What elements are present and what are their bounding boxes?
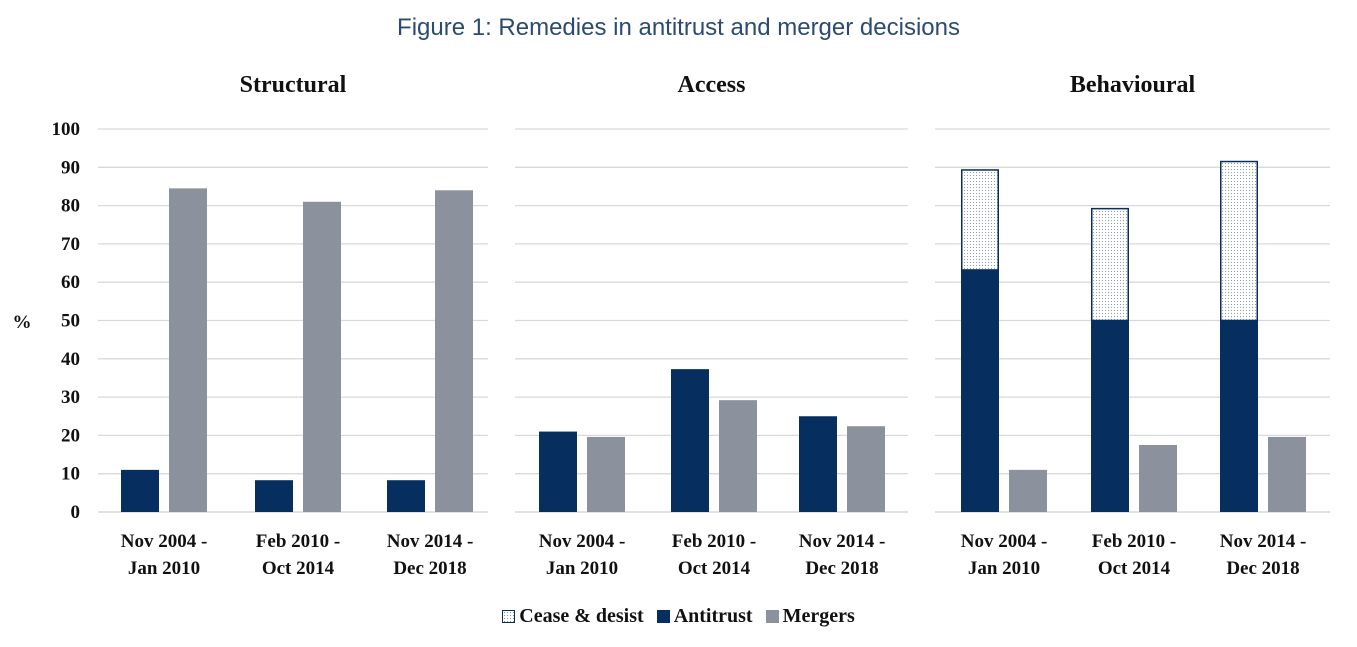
bar-antitrust bbox=[1091, 320, 1129, 512]
bar-mergers bbox=[435, 190, 473, 512]
panel-title: Behavioural bbox=[1070, 72, 1196, 98]
bar-antitrust bbox=[961, 269, 999, 512]
y-tick-label: 0 bbox=[71, 502, 81, 523]
legend-swatch-mergers bbox=[765, 610, 779, 623]
bar-mergers bbox=[1139, 444, 1177, 512]
legend-label-mergers: Mergers bbox=[782, 605, 855, 627]
bar-antitrust bbox=[671, 369, 709, 512]
y-tick-label: 90 bbox=[61, 157, 80, 178]
x-tick-label: Nov 2014 - bbox=[1220, 531, 1307, 552]
y-tick-label: 30 bbox=[61, 387, 80, 408]
y-tick-label: 20 bbox=[61, 425, 80, 446]
bar-antitrust bbox=[1220, 320, 1258, 512]
bar-mergers bbox=[303, 201, 341, 512]
figure-title: Figure 1: Remedies in antitrust and merg… bbox=[397, 14, 960, 41]
legend-item-cease: Cease & desist bbox=[502, 605, 644, 628]
legend-item-antitrust: Antitrust bbox=[656, 605, 753, 628]
bar-antitrust bbox=[799, 416, 837, 512]
legend-label-cease: Cease & desist bbox=[519, 605, 644, 627]
x-tick-label: Nov 2004 - bbox=[539, 531, 626, 552]
bar-antitrust bbox=[387, 480, 425, 512]
y-tick-label: 40 bbox=[61, 349, 80, 370]
legend-item-mergers: Mergers bbox=[765, 605, 855, 628]
bar-mergers bbox=[1268, 436, 1306, 512]
bar-mergers bbox=[169, 188, 207, 513]
bar-mergers bbox=[587, 436, 625, 512]
x-tick-label: Nov 2004 - bbox=[121, 531, 208, 552]
x-tick-label: Feb 2010 - bbox=[256, 531, 340, 552]
legend: Cease & desist Antitrust Mergers bbox=[0, 605, 1357, 628]
x-tick-label: Oct 2014 bbox=[262, 558, 335, 579]
bar-mergers bbox=[719, 400, 757, 512]
y-tick-label: 80 bbox=[61, 196, 80, 217]
x-tick-label: Oct 2014 bbox=[1098, 558, 1171, 579]
bar-cease-desist bbox=[1091, 207, 1129, 322]
bar-antitrust bbox=[539, 431, 577, 512]
bar-mergers bbox=[1009, 469, 1047, 512]
bar-antitrust bbox=[255, 480, 293, 512]
y-tick-label: 60 bbox=[61, 272, 80, 293]
x-tick-label: Nov 2014 - bbox=[387, 531, 474, 552]
y-tick-label: 100 bbox=[52, 119, 81, 140]
y-tick-label: 70 bbox=[61, 234, 80, 255]
bar-cease-desist bbox=[1220, 160, 1258, 322]
x-tick-label: Jan 2010 bbox=[128, 558, 200, 579]
y-tick-label: 50 bbox=[61, 311, 80, 332]
legend-swatch-antitrust bbox=[656, 610, 670, 623]
x-tick-label: Dec 2018 bbox=[805, 558, 878, 579]
bar-antitrust bbox=[121, 469, 159, 512]
legend-label-antitrust: Antitrust bbox=[673, 605, 753, 627]
legend-swatch-cease bbox=[502, 610, 516, 623]
bar-mergers bbox=[847, 426, 885, 512]
y-tick-label: 10 bbox=[61, 464, 80, 485]
panel-title: Access bbox=[678, 72, 746, 98]
x-tick-label: Dec 2018 bbox=[393, 558, 466, 579]
x-tick-label: Nov 2004 - bbox=[961, 531, 1048, 552]
x-tick-label: Feb 2010 - bbox=[1092, 531, 1176, 552]
x-tick-label: Jan 2010 bbox=[546, 558, 618, 579]
y-axis-label: % bbox=[13, 312, 32, 333]
x-tick-label: Jan 2010 bbox=[968, 558, 1040, 579]
x-tick-label: Feb 2010 - bbox=[672, 531, 756, 552]
x-tick-label: Dec 2018 bbox=[1226, 558, 1299, 579]
panel-title: Structural bbox=[240, 72, 347, 98]
x-tick-label: Oct 2014 bbox=[678, 558, 751, 579]
bar-cease-desist bbox=[961, 169, 999, 271]
x-tick-label: Nov 2014 - bbox=[799, 531, 886, 552]
